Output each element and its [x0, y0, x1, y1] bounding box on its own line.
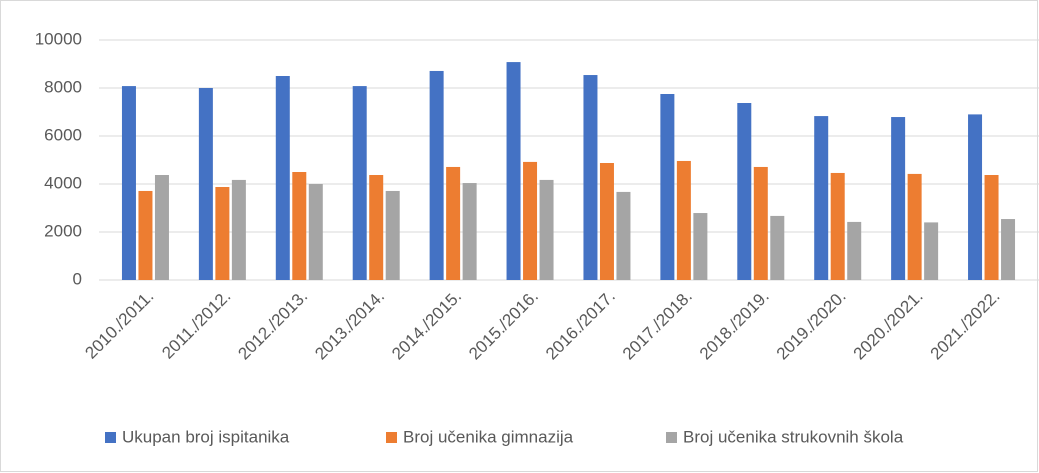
- bar: [1001, 219, 1016, 280]
- bar: [676, 160, 691, 280]
- bar: [891, 117, 906, 280]
- y-tick-label: 8000: [44, 77, 82, 96]
- bar: [907, 173, 922, 280]
- legend-label: Broj učenika gimnazija: [403, 427, 574, 446]
- bar: [138, 190, 153, 280]
- bar: [753, 166, 768, 280]
- bar: [924, 222, 939, 280]
- y-tick-label: 6000: [44, 125, 82, 144]
- bar: [215, 187, 230, 280]
- bar: [308, 184, 323, 280]
- bar: [369, 175, 384, 280]
- legend-label: Ukupan broj ispitanika: [122, 427, 290, 446]
- bar: [198, 88, 213, 280]
- bar: [506, 62, 521, 280]
- y-tick-label: 4000: [44, 173, 82, 192]
- y-tick-label: 10000: [35, 29, 82, 48]
- legend-label: Broj učenika strukovnih škola: [683, 427, 904, 446]
- legend-swatch: [386, 432, 397, 443]
- bar: [968, 114, 983, 281]
- bar: [292, 172, 307, 280]
- bar: [737, 103, 752, 280]
- bar: [814, 116, 829, 280]
- bar: [121, 86, 136, 280]
- bar: [275, 76, 290, 280]
- bar: [523, 161, 538, 280]
- bar: [583, 75, 598, 280]
- bar: [446, 166, 461, 280]
- bar: [352, 86, 367, 280]
- bar: [660, 94, 675, 280]
- y-tick-label: 2000: [44, 221, 82, 240]
- bar: [984, 175, 999, 280]
- bar: [830, 172, 845, 280]
- bar: [770, 215, 785, 280]
- legend-swatch: [666, 432, 677, 443]
- bar: [429, 70, 444, 281]
- legend-swatch: [105, 432, 116, 443]
- bar: [847, 221, 862, 280]
- bar: [599, 163, 614, 280]
- bar: [462, 183, 477, 280]
- bar: [385, 190, 400, 280]
- bar: [154, 175, 169, 280]
- bar: [693, 213, 708, 280]
- bar: [231, 179, 246, 280]
- bar: [539, 179, 554, 280]
- bar: [616, 191, 631, 280]
- y-tick-label: 0: [73, 269, 82, 288]
